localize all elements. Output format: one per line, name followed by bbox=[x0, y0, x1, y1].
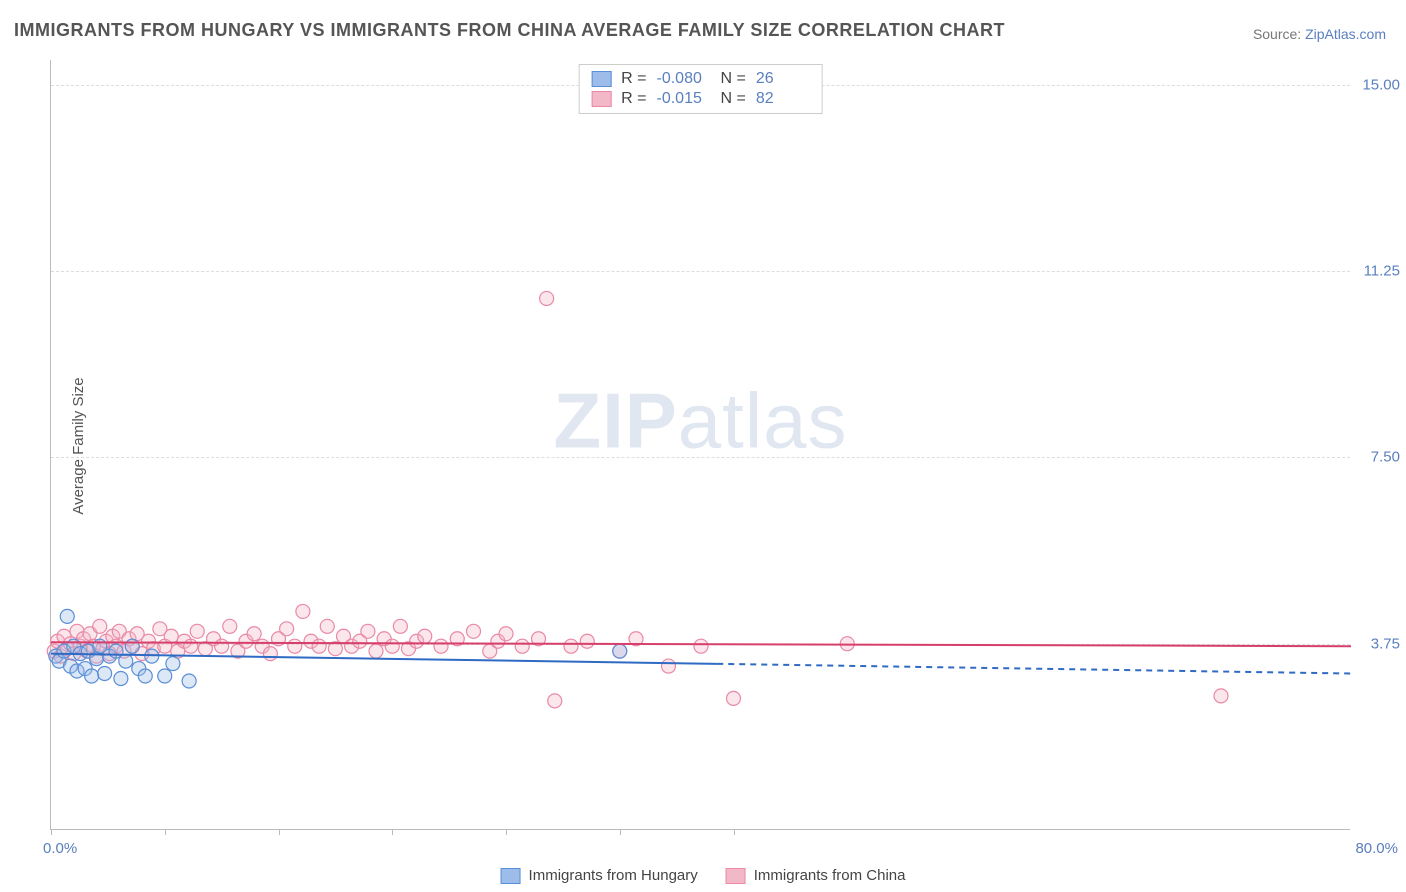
scatter-point-china bbox=[467, 624, 481, 638]
scatter-point-china bbox=[280, 622, 294, 636]
chart-title: IMMIGRANTS FROM HUNGARY VS IMMIGRANTS FR… bbox=[14, 20, 1005, 41]
n-value-china: 82 bbox=[756, 90, 810, 108]
x-tick bbox=[51, 829, 52, 835]
y-tick-label: 15.00 bbox=[1356, 76, 1400, 93]
scatter-point-china bbox=[263, 647, 277, 661]
scatter-point-hungary bbox=[138, 669, 152, 683]
legend-swatch-china bbox=[726, 868, 746, 884]
scatter-point-china bbox=[1214, 689, 1228, 703]
scatter-point-hungary bbox=[114, 671, 128, 685]
scatter-point-china bbox=[184, 639, 198, 653]
scatter-point-hungary bbox=[98, 667, 112, 681]
swatch-china bbox=[591, 91, 611, 107]
scatter-point-hungary bbox=[158, 669, 172, 683]
scatter-point-china bbox=[215, 639, 229, 653]
scatter-plot-svg bbox=[51, 60, 1350, 829]
x-tick bbox=[506, 829, 507, 835]
scatter-point-china bbox=[499, 627, 513, 641]
y-tick-label: 11.25 bbox=[1356, 263, 1400, 280]
scatter-point-china bbox=[247, 627, 261, 641]
x-tick bbox=[279, 829, 280, 835]
swatch-hungary bbox=[591, 71, 611, 87]
scatter-point-hungary bbox=[85, 669, 99, 683]
legend-label-china: Immigrants from China bbox=[754, 867, 906, 884]
scatter-point-china bbox=[580, 634, 594, 648]
scatter-point-china bbox=[164, 629, 178, 643]
scatter-point-china bbox=[393, 619, 407, 633]
scatter-point-china bbox=[564, 639, 578, 653]
scatter-point-china bbox=[515, 639, 529, 653]
scatter-point-china bbox=[190, 624, 204, 638]
x-tick bbox=[165, 829, 166, 835]
x-tick bbox=[392, 829, 393, 835]
x-tick bbox=[620, 829, 621, 835]
r-value-hungary: -0.080 bbox=[657, 70, 711, 88]
legend-item-china: Immigrants from China bbox=[726, 867, 906, 884]
scatter-point-hungary bbox=[613, 644, 627, 658]
r-value-china: -0.015 bbox=[657, 90, 711, 108]
scatter-point-hungary bbox=[119, 654, 133, 668]
scatter-point-china bbox=[418, 629, 432, 643]
legend-item-hungary: Immigrants from Hungary bbox=[501, 867, 698, 884]
y-tick-label: 3.75 bbox=[1356, 635, 1400, 652]
r-label: R = bbox=[621, 70, 646, 88]
correlation-stats-box: R = -0.080 N = 26 R = -0.015 N = 82 bbox=[578, 64, 823, 114]
x-axis-min-label: 0.0% bbox=[43, 840, 77, 857]
trend-line-dashed-hungary bbox=[717, 664, 1351, 674]
corr-row-china: R = -0.015 N = 82 bbox=[591, 89, 810, 109]
source-link[interactable]: ZipAtlas.com bbox=[1305, 26, 1386, 42]
corr-row-hungary: R = -0.080 N = 26 bbox=[591, 69, 810, 89]
bottom-legend: Immigrants from Hungary Immigrants from … bbox=[501, 867, 906, 884]
scatter-point-china bbox=[727, 691, 741, 705]
scatter-point-hungary bbox=[60, 609, 74, 623]
x-tick bbox=[734, 829, 735, 835]
scatter-point-hungary bbox=[166, 657, 180, 671]
scatter-point-hungary bbox=[182, 674, 196, 688]
scatter-point-china bbox=[312, 639, 326, 653]
scatter-point-china bbox=[694, 639, 708, 653]
source-attribution: Source: ZipAtlas.com bbox=[1253, 26, 1386, 42]
scatter-point-china bbox=[662, 659, 676, 673]
scatter-point-china bbox=[296, 604, 310, 618]
scatter-point-china bbox=[434, 639, 448, 653]
scatter-point-china bbox=[223, 619, 237, 633]
x-axis-max-label: 80.0% bbox=[1355, 840, 1398, 857]
scatter-point-china bbox=[540, 291, 554, 305]
scatter-point-china bbox=[369, 644, 383, 658]
source-label: Source: bbox=[1253, 26, 1305, 42]
scatter-point-china bbox=[548, 694, 562, 708]
r-label: R = bbox=[621, 90, 646, 108]
chart-plot-area: ZIPatlas R = -0.080 N = 26 R = -0.015 N … bbox=[50, 60, 1350, 830]
n-label: N = bbox=[721, 90, 746, 108]
n-value-hungary: 26 bbox=[756, 70, 810, 88]
scatter-point-china bbox=[93, 619, 107, 633]
scatter-point-hungary bbox=[125, 639, 139, 653]
n-label: N = bbox=[721, 70, 746, 88]
legend-label-hungary: Immigrants from Hungary bbox=[529, 867, 698, 884]
scatter-point-china bbox=[385, 639, 399, 653]
legend-swatch-hungary bbox=[501, 868, 521, 884]
scatter-point-china bbox=[320, 619, 334, 633]
y-tick-label: 7.50 bbox=[1356, 449, 1400, 466]
scatter-point-china bbox=[288, 639, 302, 653]
scatter-point-china bbox=[361, 624, 375, 638]
